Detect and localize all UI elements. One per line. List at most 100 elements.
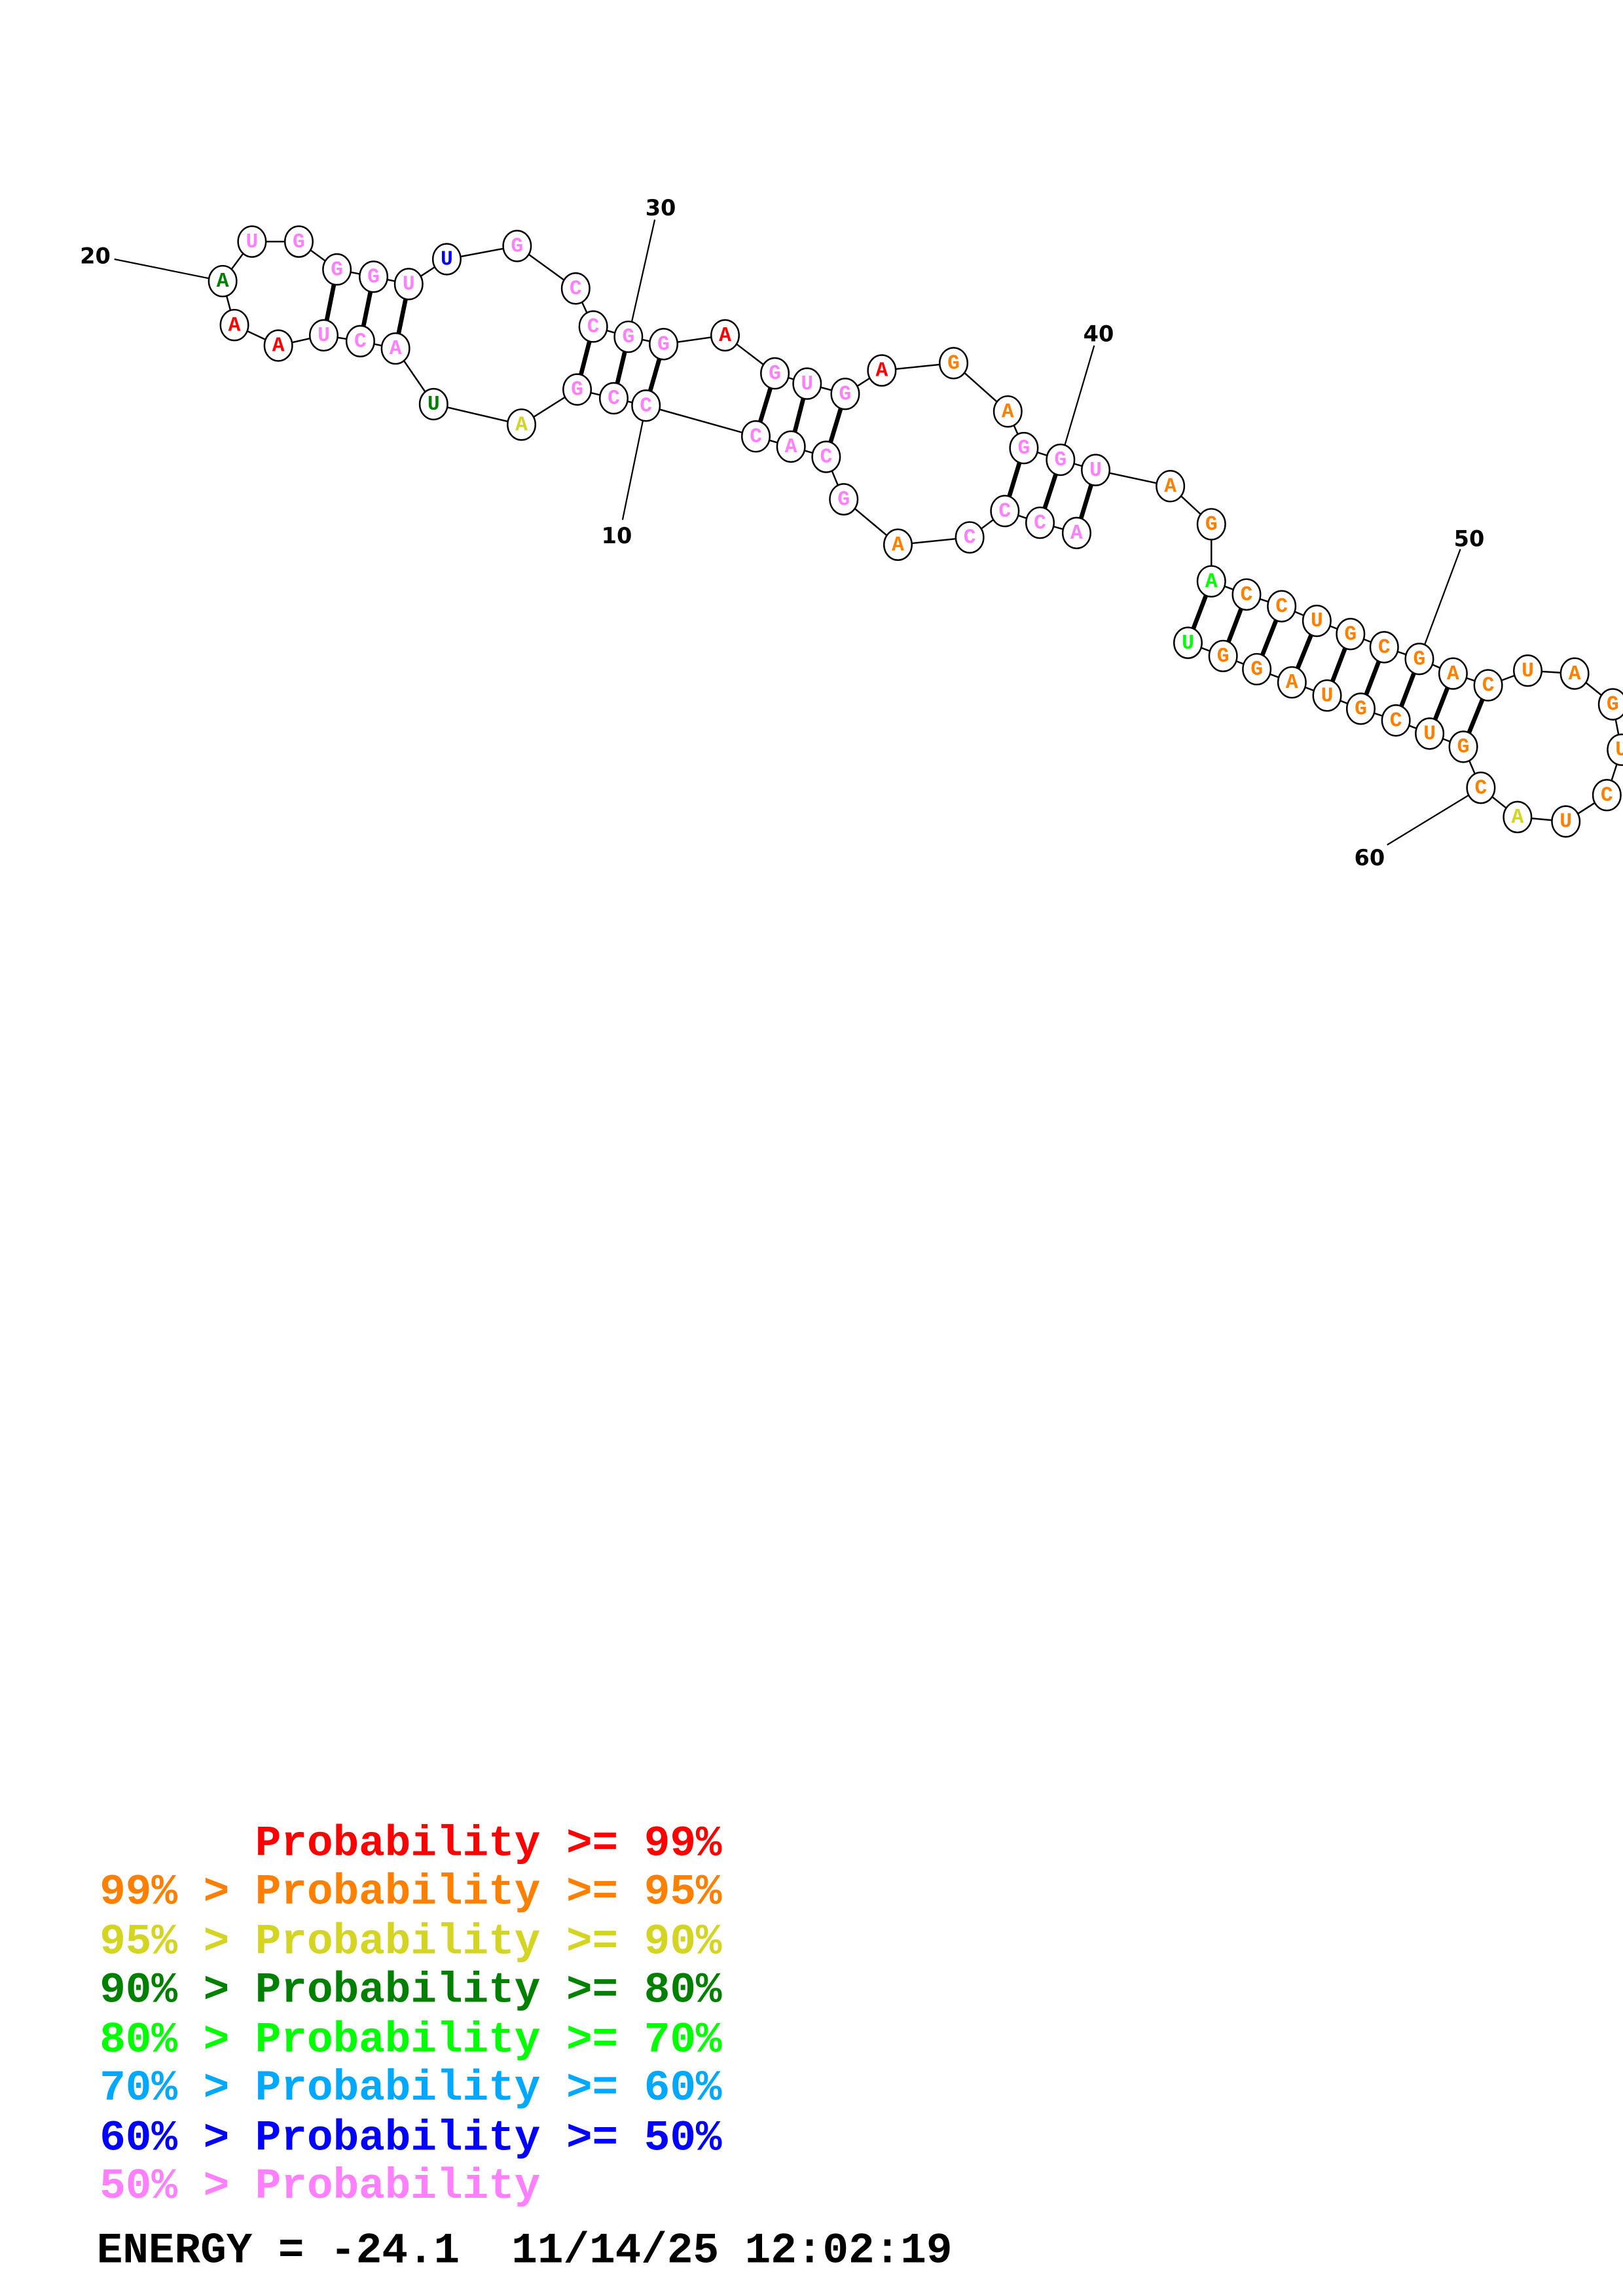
legend-line-yellow: 95% > Probability >= 90%	[100, 1917, 722, 1966]
nucleotide-letter: A	[1205, 571, 1218, 594]
nucleotide-circle	[1592, 779, 1622, 812]
nucleotide-circle	[1208, 639, 1238, 673]
nucleotide-letter: A	[390, 338, 402, 361]
nucleotide-59: A	[1503, 800, 1533, 834]
backbone-bond	[646, 404, 756, 437]
nucleotide-7: C	[811, 440, 841, 473]
nucleotide-letter: C	[1390, 709, 1402, 732]
nucleotide-61: G	[1448, 730, 1478, 763]
nucleotide-29: C	[578, 310, 608, 343]
nucleotide-letter: G	[1457, 736, 1470, 759]
nucleotide-letter: G	[769, 363, 781, 386]
nucleotide-4: C	[955, 521, 985, 554]
nucleotide-letter: C	[750, 425, 762, 448]
nucleotide-letter: C	[1601, 784, 1613, 807]
nucleotide-2: C	[1025, 506, 1055, 539]
nucleotide-letter: U	[1089, 459, 1102, 482]
nucleotide-60: C	[1466, 771, 1496, 804]
nucleotide-46: C	[1267, 590, 1297, 622]
nucleotide-letter: A	[515, 414, 528, 437]
nucleotide-31: G	[649, 328, 679, 361]
nucleotide-54: A	[1559, 657, 1590, 690]
nucleotide-circle	[631, 389, 661, 422]
nucleotide-8: A	[776, 430, 806, 463]
nucleotide-circle	[649, 328, 679, 361]
nucleotide-circle	[1369, 631, 1399, 664]
nucleotide-circle	[1345, 692, 1376, 725]
nucleotide-35: G	[830, 378, 860, 410]
nucleotide-letter: A	[1164, 475, 1176, 498]
nucleotide-23: G	[322, 253, 352, 286]
nucleotide-letter: A	[1569, 663, 1581, 686]
nucleotide-letter: U	[1423, 723, 1436, 745]
legend-line-pink: 50% > Probability	[100, 2162, 540, 2211]
nucleotide-letter: A	[875, 360, 888, 383]
nucleotide-circle	[1302, 604, 1332, 637]
nucleotide-12: G	[562, 373, 593, 406]
nucleotide-39: G	[1009, 431, 1039, 465]
nucleotide-letter: C	[1378, 636, 1391, 659]
position-label: 60	[1355, 845, 1385, 870]
nucleotide-circle	[776, 430, 806, 463]
nucleotide-letter: C	[608, 387, 620, 410]
nucleotide-circle	[829, 483, 859, 516]
nucleotide-62: U	[1415, 717, 1445, 750]
nucleotide-circle	[309, 319, 338, 352]
nucleotide-43: G	[1196, 508, 1226, 541]
nucleotide-33: G	[760, 357, 790, 390]
nucleotide-circle	[792, 367, 822, 400]
nucleotide-circle	[1267, 590, 1297, 622]
nucleotide-letter: G	[1413, 648, 1426, 671]
nucleotide-28: C	[560, 272, 591, 305]
position-label-tick	[1059, 345, 1095, 460]
nucleotide-circle	[283, 225, 314, 258]
nucleotide-letter: G	[367, 266, 380, 289]
nucleotide-56: U	[1607, 733, 1623, 766]
nucleotide-circle	[393, 268, 424, 300]
nucleotide-letter: U	[318, 325, 330, 348]
nucleotide-letter: G	[1344, 623, 1357, 646]
nucleotide-15: A	[380, 332, 410, 365]
nucleotide-circle	[760, 357, 790, 390]
nucleotide-circle	[1415, 717, 1445, 750]
nucleotide-circle	[1196, 565, 1226, 598]
energy-timestamp: ENERGY = -24.1 11/14/25 12:02:19	[97, 2227, 953, 2276]
legend-line-green: 80% > Probability >= 70%	[100, 2015, 722, 2064]
nucleotide-circle	[1046, 443, 1076, 476]
nucleotide-letter: A	[1286, 672, 1298, 694]
nucleotide-circle	[502, 230, 532, 262]
nucleotide-letter: G	[1355, 698, 1367, 721]
nucleotide-letter: C	[820, 446, 832, 469]
nucleotide-9: C	[741, 420, 771, 453]
nucleotide-69: U	[1173, 626, 1203, 659]
nucleotide-circle	[1156, 470, 1186, 503]
nucleotide-45: C	[1231, 578, 1262, 611]
position-label: 50	[1454, 526, 1485, 551]
nucleotide-circle	[939, 347, 968, 380]
nucleotide-circle	[359, 260, 389, 293]
nucleotide-letter: C	[998, 500, 1011, 523]
nucleotide-letter: A	[892, 534, 904, 557]
nucleotide-13: A	[507, 408, 537, 441]
nucleotide-letter: U	[403, 274, 415, 296]
legend-line-blue: 60% > Probability >= 50%	[100, 2113, 722, 2162]
nucleotide-letter: G	[1205, 514, 1218, 537]
nucleotide-circle	[1173, 626, 1203, 659]
nucleotide-letter: G	[293, 231, 305, 254]
nucleotide-circle	[1381, 704, 1411, 737]
nucleotide-52: C	[1473, 669, 1503, 702]
nucleotide-circle	[993, 395, 1023, 428]
nucleotide-letter: G	[1607, 694, 1619, 717]
nucleotide-letter: C	[587, 316, 600, 339]
nucleotide-circle	[830, 378, 860, 410]
nucleotide-21: U	[237, 225, 267, 258]
nucleotide-47: U	[1302, 604, 1332, 637]
position-label-tick	[114, 258, 223, 282]
nucleotide-66: A	[1277, 666, 1307, 699]
nucleotide-49: C	[1369, 631, 1399, 664]
nucleotide-55: G	[1597, 688, 1623, 721]
nucleotide-letter: U	[1311, 610, 1323, 633]
nucleotide-circle	[741, 420, 771, 453]
nucleotide-64: G	[1345, 692, 1376, 725]
